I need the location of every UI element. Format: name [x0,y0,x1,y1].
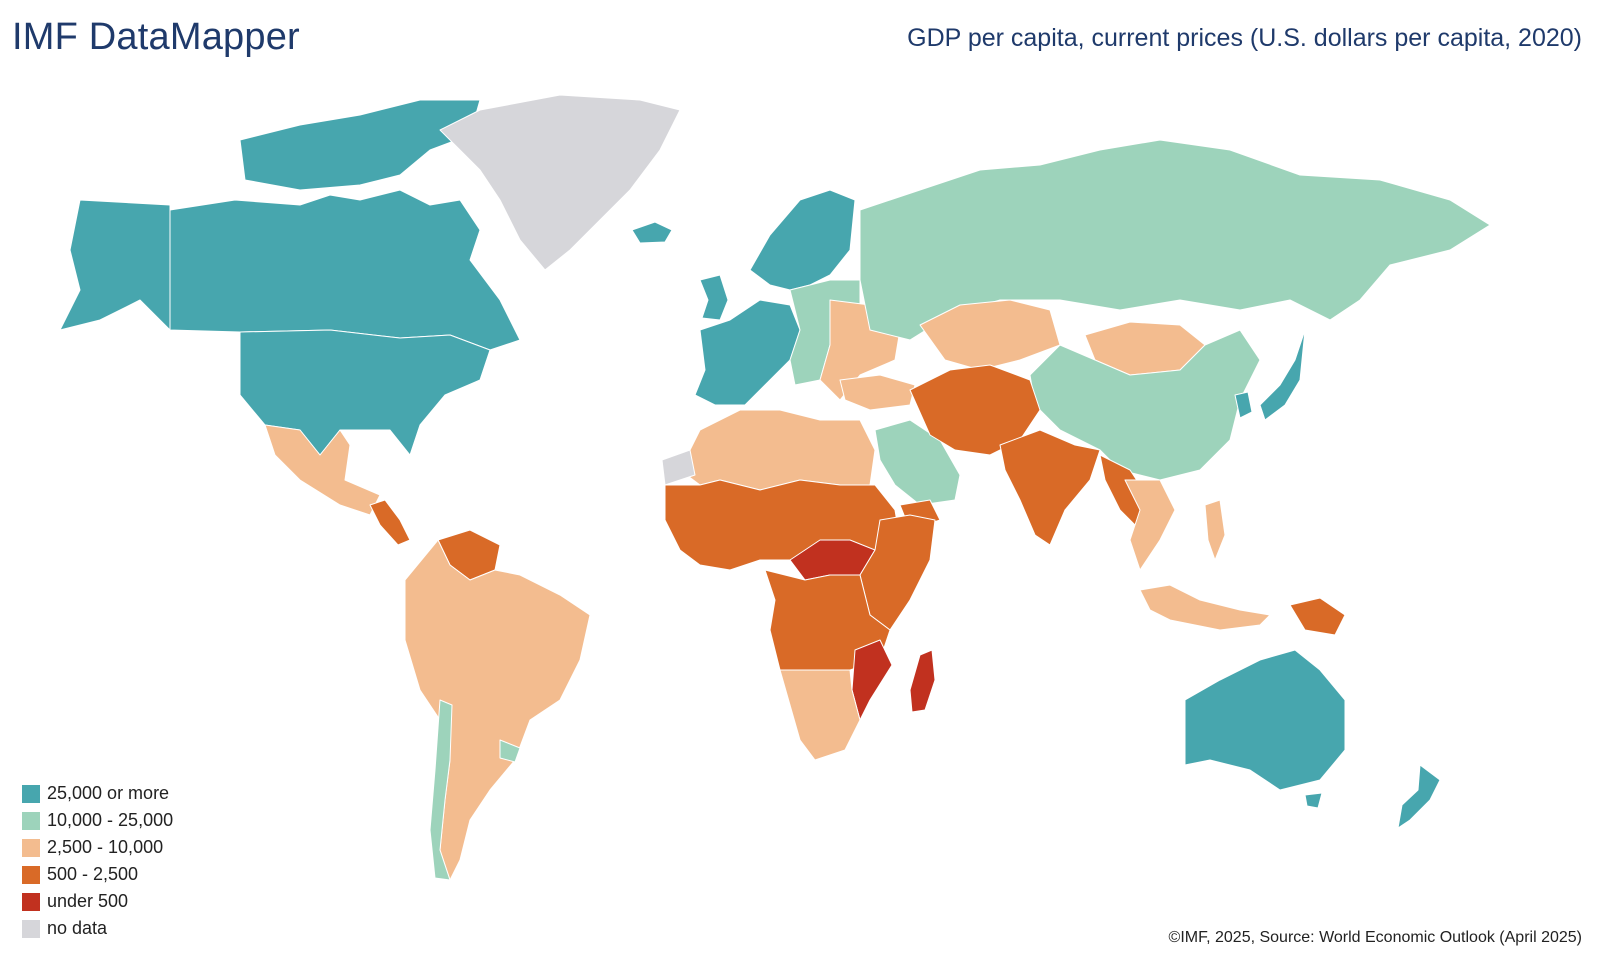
legend-swatch [22,811,40,830]
region-turkey[interactable] [839,374,916,411]
region-philippines[interactable] [1204,499,1226,561]
region-iceland[interactable] [631,221,673,244]
brand-title: IMF DataMapper [12,16,300,58]
map-legend: 25,000 or more 10,000 - 25,000 2,500 - 1… [22,780,173,942]
source-credit: ©IMF, 2025, Source: World Economic Outlo… [1168,929,1582,946]
legend-swatch [22,865,40,884]
legend-item[interactable]: 25,000 or more [22,780,173,807]
region-madagascar[interactable] [909,649,936,713]
region-north-africa[interactable] [679,409,876,491]
region-iran-afghanistan-pakistan[interactable] [909,364,1041,456]
legend-label: 10,000 - 25,000 [47,810,174,830]
region-korea[interactable] [1234,391,1253,419]
region-chile[interactable] [429,699,453,881]
map-title: GDP per capita, current prices (U.S. dol… [907,24,1582,52]
region-central-america[interactable] [369,499,411,546]
region-western-sahara[interactable] [661,449,696,486]
region-east-africa[interactable] [859,514,936,631]
legend-swatch [22,919,40,938]
region-canada-arctic[interactable] [239,99,481,191]
region-indonesia[interactable] [1139,584,1271,631]
region-uk[interactable] [699,274,729,321]
region-alaska[interactable] [59,199,171,331]
legend-item[interactable]: 2,500 - 10,000 [22,834,173,861]
region-greenland[interactable] [439,94,681,271]
legend-label: 500 - 2,500 [47,864,139,884]
legend-swatch [22,838,40,857]
region-thailand-malaysia[interactable] [1124,479,1176,571]
legend-label: under 500 [47,891,129,911]
region-india[interactable] [999,429,1101,546]
region-mozambique-malawi[interactable] [851,639,893,721]
region-papua-new-guinea[interactable] [1289,597,1346,636]
region-tasmania[interactable] [1304,792,1323,809]
legend-item[interactable]: 500 - 2,500 [22,861,173,888]
legend-item[interactable]: no data [22,915,173,942]
region-canada[interactable] [167,189,521,351]
region-middle-east[interactable] [874,419,961,506]
legend-item[interactable]: 10,000 - 25,000 [22,807,173,834]
legend-item[interactable]: under 500 [22,888,173,915]
region-australia[interactable] [1184,649,1346,791]
region-uruguay[interactable] [499,739,521,763]
region-scandinavia[interactable] [749,189,856,291]
legend-label: 25,000 or more [47,783,170,803]
region-western-europe[interactable] [694,299,801,406]
region-mexico[interactable] [264,424,381,516]
legend-label: no data [47,918,108,938]
legend-swatch [22,892,40,911]
legend-swatch [22,784,40,803]
region-new-zealand[interactable] [1397,764,1441,829]
region-southern-africa[interactable] [779,669,861,761]
legend-label: 2,500 - 10,000 [47,837,164,857]
region-japan[interactable] [1259,329,1306,421]
